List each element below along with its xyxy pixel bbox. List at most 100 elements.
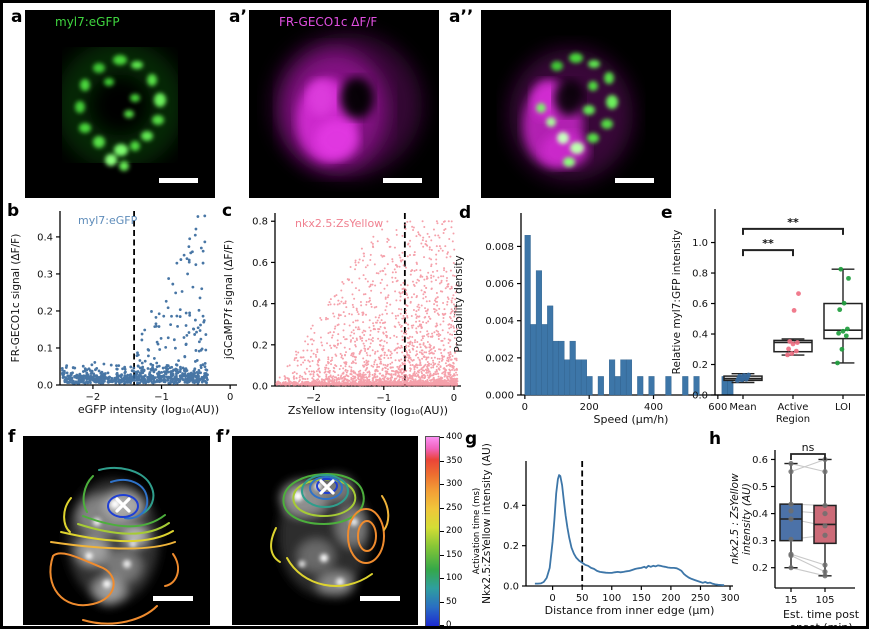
svg-text:Est. time post: Est. time post — [783, 608, 860, 621]
svg-text:−2: −2 — [306, 393, 321, 404]
svg-text:Distance from inner edge (μm): Distance from inner edge (μm) — [545, 604, 715, 617]
svg-text:0.3: 0.3 — [752, 536, 768, 547]
line-plot-intensity-vs-distance: 0 50 100 150 200 250 300 0.0 0.2 0.4 Distance from… — [481, 443, 740, 617]
svg-text:FR-GECO1c signal (ΔF/F): FR-GECO1c signal (ΔF/F) — [10, 234, 22, 363]
activation-map-f-prime — [232, 436, 418, 625]
svg-text:0: 0 — [227, 392, 233, 403]
svg-text:−1: −1 — [376, 393, 391, 404]
colorbar-tick-label: 100 — [446, 573, 463, 583]
micrograph-myl7-egfp — [25, 10, 215, 198]
panel-letter-c: c — [222, 201, 233, 221]
svg-text:100: 100 — [602, 593, 621, 604]
micrograph-merge — [481, 10, 671, 198]
svg-text:Mean: Mean — [729, 402, 756, 413]
svg-text:0.002: 0.002 — [485, 353, 514, 364]
colorbar-tick-label: 400 — [446, 432, 463, 442]
svg-text:0.8: 0.8 — [252, 217, 268, 228]
activation-contours — [49, 467, 180, 625]
svg-text:−2: −2 — [86, 392, 101, 403]
panel-letter-f: f — [8, 427, 16, 447]
micrograph-fr-geco1c — [249, 10, 439, 198]
scale-bar — [615, 178, 654, 183]
colorbar-tick — [440, 437, 444, 438]
svg-text:400: 400 — [644, 402, 663, 413]
panel-letter-a-double-prime: a’’ — [449, 7, 474, 27]
scale-bar — [360, 596, 400, 601]
panel-letter-e: e — [661, 203, 673, 223]
colorbar-tick — [440, 507, 444, 509]
svg-text:**: ** — [787, 216, 799, 229]
svg-text:0.008: 0.008 — [485, 242, 514, 253]
svg-text:1.0: 1.0 — [692, 238, 708, 249]
svg-text:0.0: 0.0 — [37, 381, 53, 392]
svg-text:200: 200 — [580, 402, 599, 413]
svg-text:Region: Region — [776, 414, 810, 425]
activation-time-colorbar: 0 50 100 150 200 250 300 350 400 Activation time… — [425, 432, 497, 629]
colorbar-tick-label: 300 — [446, 479, 463, 489]
panel-letter-g: g — [465, 429, 478, 449]
activation-origin-x-marker — [115, 497, 131, 513]
svg-text:600: 600 — [708, 402, 727, 413]
colorbar-gradient — [425, 436, 440, 626]
activation-origin-x-marker — [319, 479, 335, 495]
svg-text:0.6: 0.6 — [252, 258, 268, 269]
svg-text:200: 200 — [661, 593, 680, 604]
panel-letter-f-prime: f’ — [216, 427, 232, 447]
svg-text:105: 105 — [815, 595, 834, 606]
svg-text:15: 15 — [785, 595, 798, 606]
svg-text:0.0: 0.0 — [692, 391, 708, 402]
svg-text:0.2: 0.2 — [252, 340, 268, 351]
svg-text:0.4: 0.4 — [752, 509, 768, 520]
colorbar-tick — [440, 484, 444, 485]
svg-text:50: 50 — [576, 593, 589, 604]
svg-text:0: 0 — [549, 593, 555, 604]
svg-text:**: ** — [762, 237, 774, 250]
scatter-plot-fr-geco-vs-egfp: −2 −1 0 0.0 0.1 0.2 0.3 0.4 eGFP intensity (log₁… — [10, 211, 237, 416]
svg-text:150: 150 — [632, 593, 651, 604]
colorbar-tick-label: 250 — [446, 502, 463, 513]
svg-text:0: 0 — [451, 393, 457, 404]
svg-text:intensity (AU): intensity (AU) — [741, 483, 753, 555]
colorbar-tick — [440, 460, 444, 462]
svg-text:Active: Active — [778, 402, 809, 413]
svg-text:nkx2.5:ZsYellow: nkx2.5:ZsYellow — [295, 217, 383, 230]
colorbar-tick-label: 150 — [446, 549, 463, 560]
scale-bar — [153, 596, 193, 601]
svg-text:300: 300 — [720, 593, 739, 604]
svg-text:0.4: 0.4 — [37, 232, 53, 243]
svg-text:jGCaMP7f signal (ΔF/F): jGCaMP7f signal (ΔF/F) — [223, 240, 235, 360]
colorbar-tick-label: 0 — [446, 620, 452, 629]
panel-letter-a: a — [11, 7, 23, 27]
svg-text:0.3: 0.3 — [37, 269, 53, 280]
gfp-cell-blobs — [75, 55, 166, 171]
svg-text:ZsYellow intensity (log₁₀(AU)): ZsYellow intensity (log₁₀(AU)) — [288, 404, 448, 417]
svg-text:0.4: 0.4 — [692, 330, 708, 341]
svg-text:0.4: 0.4 — [252, 299, 268, 310]
image-label-fr-geco1c: FR-GECO1c ΔF/F — [279, 15, 378, 29]
panel-letter-d: d — [459, 203, 472, 223]
colorbar-tick-label: 50 — [446, 596, 457, 607]
colorbar-tick-label: 200 — [446, 526, 463, 536]
svg-text:nkx2.5 : ZsYellow: nkx2.5 : ZsYellow — [730, 473, 741, 565]
svg-text:myl7:eGFP: myl7:eGFP — [78, 214, 138, 227]
svg-text:−1: −1 — [154, 392, 169, 403]
svg-text:0.2: 0.2 — [503, 541, 519, 552]
svg-text:0.006: 0.006 — [485, 279, 514, 290]
colorbar-label: Activation time (ms) — [472, 487, 482, 575]
svg-text:0.004: 0.004 — [485, 316, 514, 327]
colorbar-tick — [440, 625, 444, 626]
paired-boxplot-time-post-onset: 15 105 0.2 0.3 0.4 0.5 0.6 Est. time postonset … — [730, 441, 860, 629]
tissue-bright-spots — [293, 482, 358, 586]
svg-text:0.2: 0.2 — [752, 563, 768, 574]
scatter-plot-jgcamp-vs-zsyellow: −2 −1 0 0.0 0.2 0.4 0.6 0.8 ZsYellow intensity (… — [223, 213, 461, 417]
svg-text:250: 250 — [691, 593, 710, 604]
scale-bar — [383, 178, 422, 183]
svg-text:0.6: 0.6 — [752, 455, 768, 466]
svg-text:Probability density: Probability density — [453, 255, 465, 352]
svg-text:0.2: 0.2 — [692, 360, 708, 371]
svg-text:onset (min): onset (min) — [789, 621, 852, 629]
activation-map-f — [23, 436, 210, 625]
histogram-speed: 0 200 400 600 0.000 0.002 0.004 0.006 0.008 Speed… — [453, 213, 741, 426]
